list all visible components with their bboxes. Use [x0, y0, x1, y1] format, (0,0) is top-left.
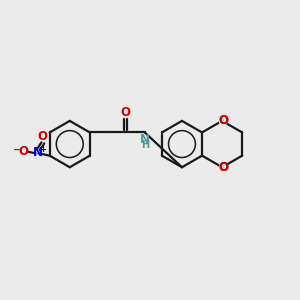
Text: N: N: [140, 133, 150, 146]
Text: +: +: [39, 145, 46, 154]
Text: H: H: [141, 140, 149, 150]
Text: O: O: [218, 114, 228, 128]
Text: O: O: [121, 106, 130, 119]
Text: O: O: [38, 130, 48, 143]
Text: O: O: [218, 114, 228, 128]
Text: O: O: [19, 145, 29, 158]
Circle shape: [219, 117, 227, 125]
Text: N: N: [33, 146, 43, 160]
Text: O: O: [218, 161, 228, 174]
Text: O: O: [218, 161, 228, 174]
Text: −: −: [13, 145, 22, 155]
Circle shape: [219, 164, 227, 171]
